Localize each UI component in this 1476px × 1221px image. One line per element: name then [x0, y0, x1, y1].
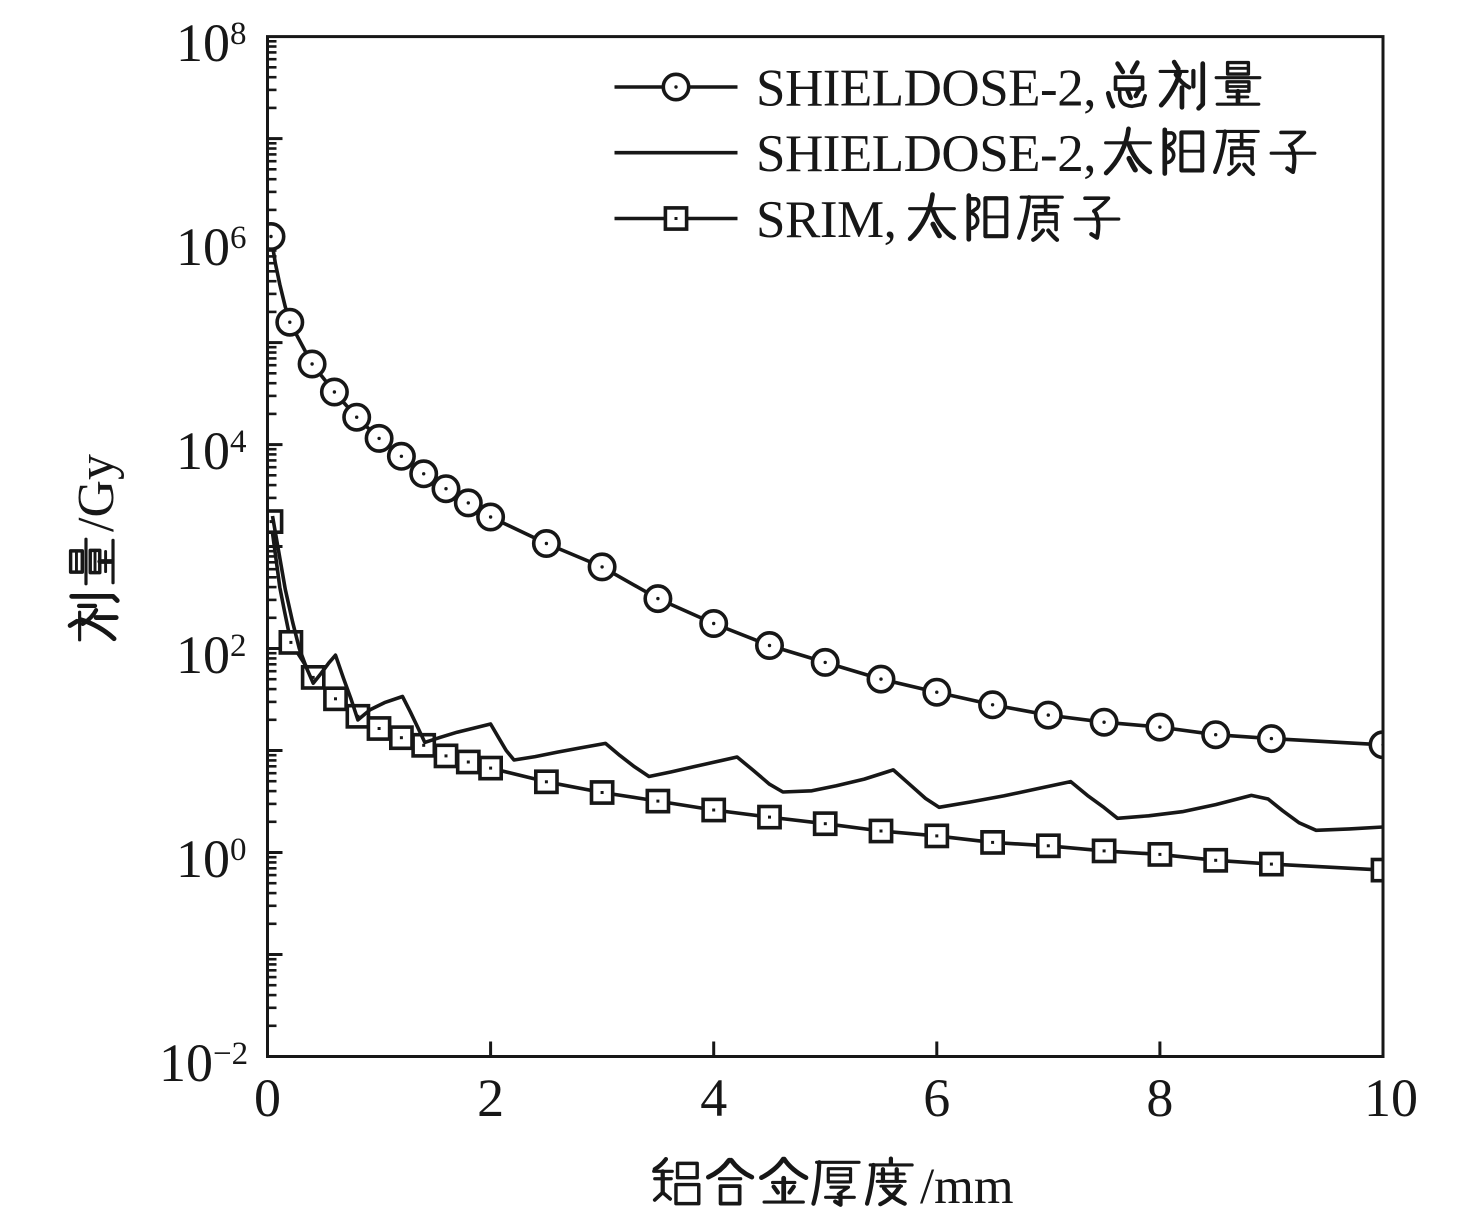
- svg-text:0: 0: [230, 832, 247, 868]
- svg-text:10: 10: [176, 421, 230, 481]
- svg-text:6: 6: [230, 220, 247, 256]
- svg-text:10: 10: [1364, 1068, 1418, 1128]
- svg-text:6: 6: [923, 1068, 950, 1128]
- svg-text:/mm: /mm: [920, 1159, 1014, 1215]
- svg-text:0: 0: [254, 1068, 281, 1128]
- svg-text:8: 8: [1146, 1068, 1173, 1128]
- svg-text:8: 8: [230, 16, 247, 52]
- svg-text:10: 10: [176, 13, 230, 73]
- svg-text:/Gy: /Gy: [68, 454, 125, 532]
- svg-text:10: 10: [176, 217, 230, 277]
- svg-text:SHIELDOSE-2,: SHIELDOSE-2,: [756, 60, 1096, 118]
- svg-text:2: 2: [477, 1068, 504, 1128]
- svg-text:SHIELDOSE-2,: SHIELDOSE-2,: [756, 125, 1096, 183]
- svg-text:−2: −2: [213, 1036, 248, 1072]
- svg-text:10: 10: [176, 829, 230, 889]
- svg-text:SRIM,: SRIM,: [756, 191, 896, 249]
- svg-text:2: 2: [230, 628, 247, 664]
- svg-text:4: 4: [230, 424, 247, 460]
- svg-text:4: 4: [700, 1068, 727, 1128]
- svg-text:10: 10: [176, 625, 230, 685]
- svg-text:10: 10: [159, 1033, 213, 1093]
